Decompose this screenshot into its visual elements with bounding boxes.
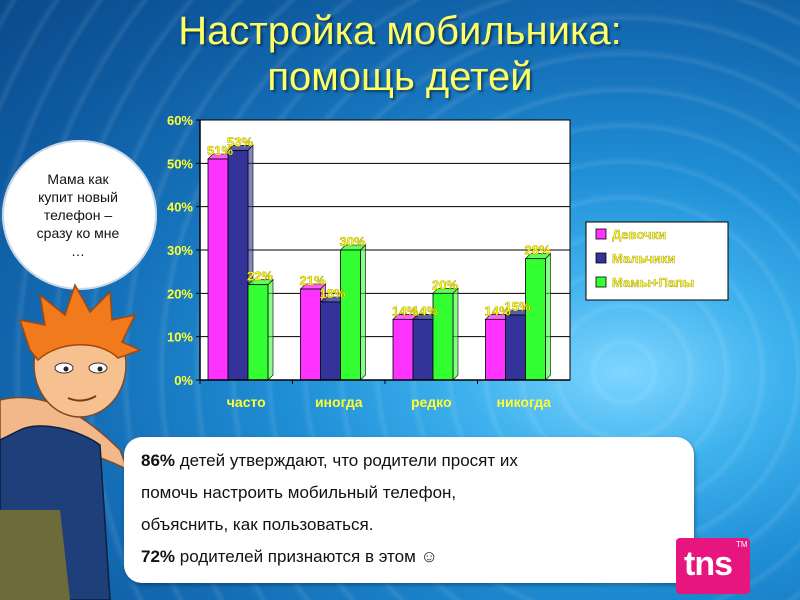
info-line-4: 72% родителей признаются в этом ☺ <box>141 547 438 567</box>
bar <box>227 149 249 381</box>
info-stat-children: 86% <box>141 451 176 470</box>
data-label: 28% <box>524 243 550 258</box>
title-line-2: помощь детей <box>267 55 533 99</box>
info-line-4-text: родителей признаются в этом ☺ <box>175 547 438 566</box>
y-tick-label: 40% <box>167 200 193 215</box>
data-labels: 51%53%22% 21%18%30%14%14%20%14%15%28% <box>207 134 551 318</box>
y-tick-label: 10% <box>167 330 193 345</box>
tns-logo: tns TM <box>676 538 750 594</box>
x-tick-label: никогда <box>497 394 552 410</box>
bar-side <box>267 278 274 381</box>
data-label: 53% <box>227 134 253 149</box>
bar <box>320 301 341 381</box>
bar <box>300 288 321 381</box>
y-tick-label: 50% <box>167 156 193 171</box>
y-tick-label: 0% <box>174 373 193 388</box>
bars <box>207 144 552 381</box>
data-label: 18% <box>319 286 345 301</box>
data-label: 30% <box>339 234 365 249</box>
info-box: 86% детей утверждают, что родители прося… <box>124 437 694 583</box>
y-tick-label: 30% <box>167 243 193 258</box>
speech-bubble-text: Мама как купит новый телефон – сразу ко … <box>36 171 120 259</box>
bar <box>392 318 414 381</box>
info-stat-parents: 72% <box>141 547 176 566</box>
boy-pupil-right <box>97 366 103 372</box>
bar <box>525 258 546 381</box>
data-label: 14% <box>412 303 438 318</box>
tns-logo-text: tns <box>684 545 733 583</box>
info-line-1: 86% детей утверждают, что родители прося… <box>141 451 518 471</box>
data-label: 15% <box>504 299 530 314</box>
legend: Девочки Мальчики Мамы+Папы <box>585 221 729 301</box>
boy-pants <box>0 510 70 600</box>
boy-hair <box>18 283 143 362</box>
bar <box>207 158 229 381</box>
data-label: 14% <box>484 303 510 318</box>
y-tick-label: 60% <box>167 113 193 128</box>
legend-swatch <box>595 276 607 288</box>
bar-side <box>452 287 459 381</box>
legend-label: Мальчики <box>612 251 675 266</box>
legend-swatch <box>595 228 607 240</box>
bar-side <box>545 252 551 381</box>
x-tick-label: редко <box>411 394 452 410</box>
boy-mouth <box>67 395 97 402</box>
bar <box>340 249 361 381</box>
legend-label: Мамы+Папы <box>612 275 694 290</box>
data-label: 20% <box>432 277 458 292</box>
bar-side <box>360 244 366 381</box>
bar <box>247 284 269 381</box>
info-line-1-text: детей утверждают, что родители просят их <box>175 451 518 470</box>
title-line-1: Настройка мобильника: <box>178 9 622 53</box>
legend-label: Девочки <box>612 227 666 242</box>
data-label: 21% <box>299 273 325 288</box>
bar <box>485 318 506 381</box>
data-label: 22% <box>247 269 273 284</box>
legend-box <box>585 221 729 301</box>
cartoon-boy-illustration <box>0 283 143 600</box>
y-tick-label: 20% <box>167 286 193 301</box>
x-tick-label: часто <box>227 394 266 410</box>
axes: 0% 10% 20% 30% 40% 50% 60% часто иногда редко нико… <box>167 113 570 410</box>
tns-logo-tm: TM <box>736 540 748 549</box>
info-line-2: помочь настроить мобильный телефон, <box>141 483 457 502</box>
data-label: 51% <box>207 143 233 158</box>
boy-pupil-left <box>63 366 69 372</box>
bar <box>505 314 526 381</box>
bar <box>412 318 434 381</box>
data-label: 14% <box>392 303 418 318</box>
x-tick-label: иногда <box>315 394 363 410</box>
info-line-3: объяснить, как пользоваться. <box>141 515 374 534</box>
slide-title: Настройка мобильника: помощь детей <box>100 8 700 100</box>
legend-swatch <box>595 252 607 264</box>
speech-bubble <box>2 140 157 290</box>
